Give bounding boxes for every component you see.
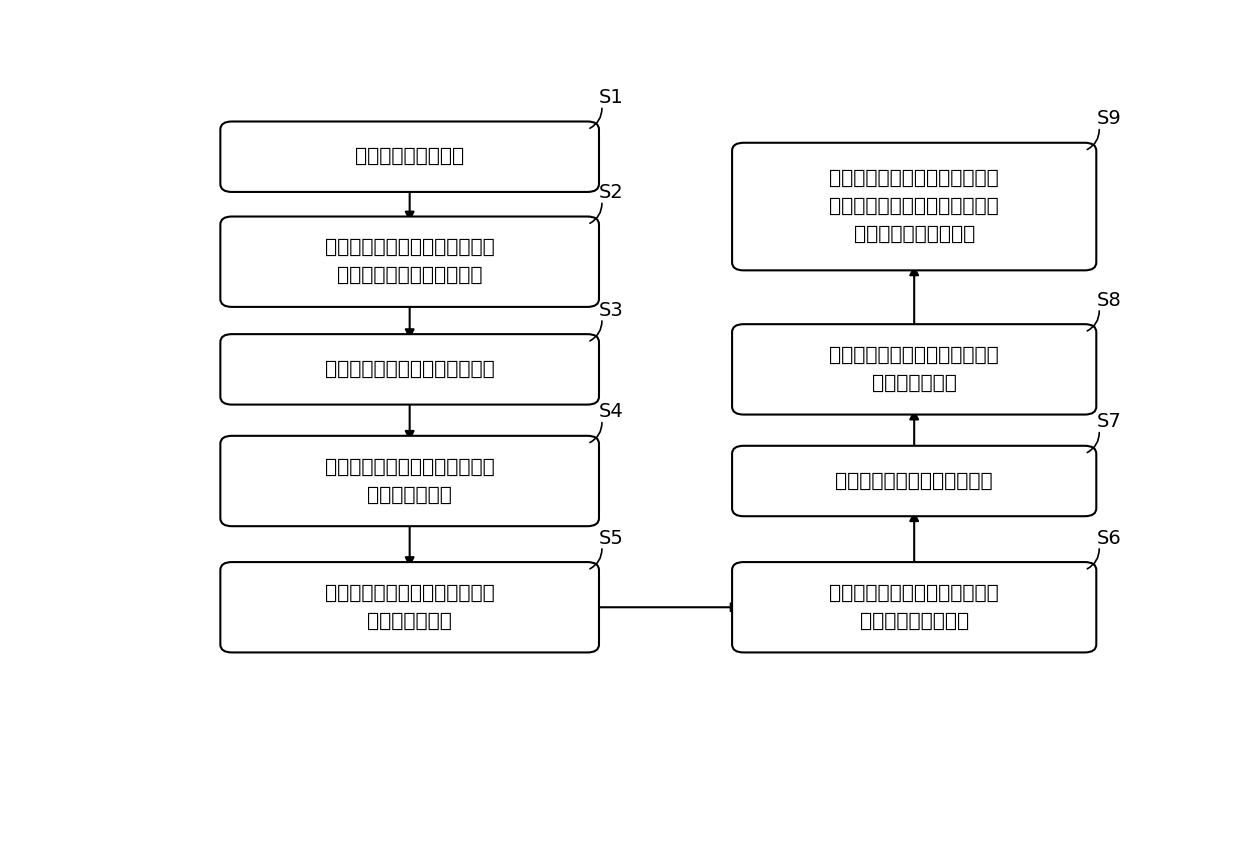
FancyBboxPatch shape	[221, 562, 599, 652]
FancyBboxPatch shape	[732, 446, 1096, 516]
Text: 根据基函数的傅立叶变换函数求
基函数的离散值: 根据基函数的傅立叶变换函数求 基函数的离散值	[325, 583, 495, 631]
Text: S8: S8	[1096, 291, 1121, 310]
Text: 将数据进行分段并将分段后的数
据重新排列为功率信号矩阵: 将数据进行分段并将分段后的数 据重新排列为功率信号矩阵	[325, 238, 495, 285]
FancyBboxPatch shape	[732, 142, 1096, 270]
Text: S2: S2	[599, 183, 624, 202]
Text: 将滤波后的功率信号矩阵转换为
数据序列，重新排列数据，得到
滤除了噪声的功率信号: 将滤波后的功率信号矩阵转换为 数据序列，重新排列数据，得到 滤除了噪声的功率信号	[830, 169, 999, 244]
Text: S1: S1	[599, 88, 624, 107]
FancyBboxPatch shape	[732, 562, 1096, 652]
Text: S7: S7	[1096, 413, 1121, 432]
FancyBboxPatch shape	[221, 334, 599, 405]
Text: 根据基函数的傅立叶变换函数求
基函数的离散值: 根据基函数的傅立叶变换函数求 基函数的离散值	[325, 457, 495, 505]
Text: 输入实测的功率信号: 输入实测的功率信号	[355, 148, 464, 167]
FancyBboxPatch shape	[221, 436, 599, 526]
FancyBboxPatch shape	[221, 122, 599, 192]
Text: S3: S3	[599, 300, 624, 319]
Text: S4: S4	[599, 402, 624, 421]
Text: S9: S9	[1096, 110, 1121, 129]
FancyBboxPatch shape	[732, 324, 1096, 414]
FancyBboxPatch shape	[221, 217, 599, 307]
Text: 对所有的尺度求和，求取滤波后
的功率信号矩阵: 对所有的尺度求和，求取滤波后 的功率信号矩阵	[830, 346, 999, 393]
Text: S5: S5	[599, 529, 624, 548]
Text: S6: S6	[1096, 529, 1121, 548]
Text: 根据母函数的离散值求取功率信
号在母函数下的投影: 根据母函数的离散值求取功率信 号在母函数下的投影	[830, 583, 999, 631]
Text: 对变换后的功率信号矩阵滤波: 对变换后的功率信号矩阵滤波	[836, 471, 993, 490]
Text: 求基函数的离散傅立叶变换函数: 求基函数的离散傅立叶变换函数	[325, 360, 495, 379]
